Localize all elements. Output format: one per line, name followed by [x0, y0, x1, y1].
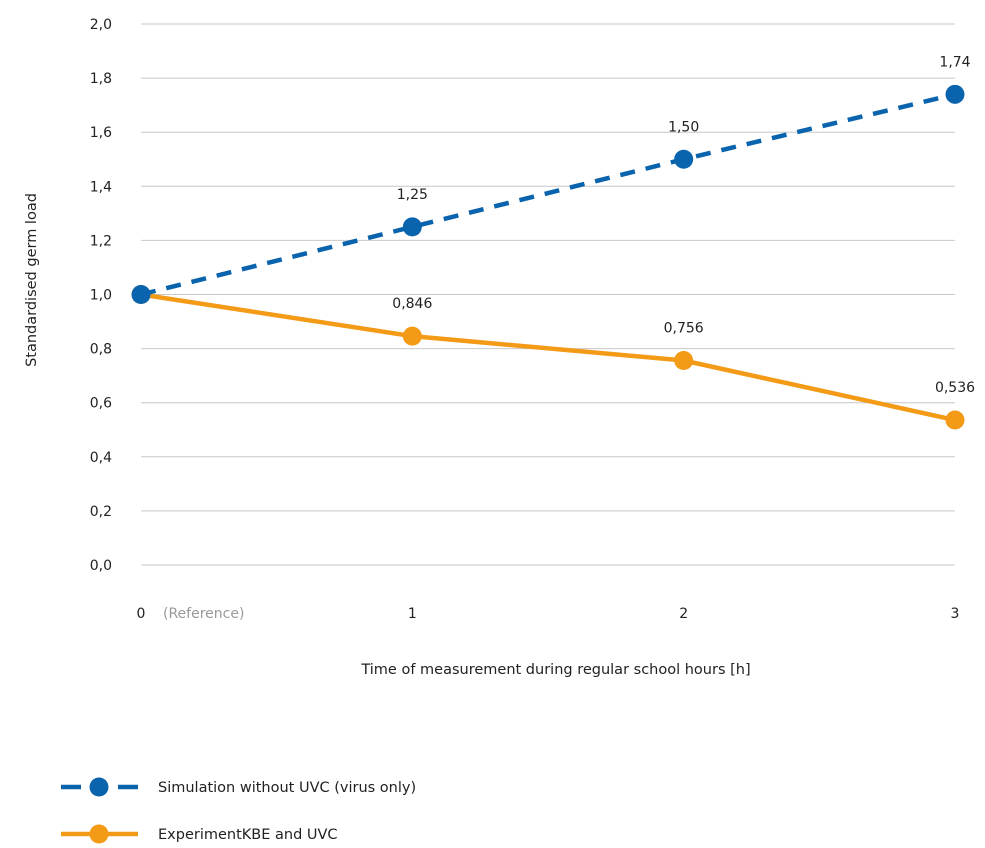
data-point — [945, 84, 965, 104]
y-axis-title: Standardised germ load — [24, 193, 40, 367]
series-line — [140, 92, 956, 297]
data-point — [674, 351, 694, 371]
series-experiment: 0,846 0,756 0,536 — [131, 285, 975, 430]
x-tick-label: 0 — [137, 606, 146, 622]
series-line — [140, 292, 956, 423]
y-tick-label: 0,8 — [90, 342, 112, 358]
data-label: 0,536 — [935, 380, 975, 396]
y-tick-label: 1,4 — [90, 179, 112, 195]
y-tick-label: 0,0 — [90, 558, 112, 574]
x-axis-ticks: 0 1 2 3 (Reference) — [137, 606, 960, 622]
data-point — [402, 217, 422, 237]
y-axis-ticks: 0,0 0,2 0,4 0,6 0,8 1,0 1,2 1,4 1,6 1,8 2,0 — [90, 17, 112, 574]
y-tick-label: 1,8 — [90, 71, 112, 87]
x-tick-label: 1 — [408, 606, 417, 622]
data-label: 1,25 — [397, 187, 428, 203]
legend-label: Simulation without UVC (virus only) — [158, 780, 416, 796]
series-layer: 0,846 0,756 0,536 1,25 1,50 1,74 — [131, 54, 975, 430]
data-label: 0,846 — [392, 296, 432, 312]
x-tick-label: 2 — [679, 606, 688, 622]
legend-item-simulation: Simulation without UVC (virus only) — [61, 777, 416, 797]
data-point — [131, 285, 151, 304]
legend-marker — [89, 824, 109, 844]
data-label: 1,74 — [939, 54, 970, 70]
legend-label: ExperimentKBE and UVC — [158, 827, 338, 843]
legend-item-experiment: ExperimentKBE and UVC — [61, 824, 338, 844]
y-tick-label: 1,2 — [90, 233, 112, 249]
series-simulation: 1,25 1,50 1,74 — [131, 54, 971, 304]
y-tick-label: 0,4 — [90, 450, 112, 466]
x-tick-note: (Reference) — [163, 606, 244, 622]
x-axis-title: Time of measurement during regular schoo… — [360, 662, 750, 678]
y-tick-label: 2,0 — [90, 17, 112, 33]
y-tick-label: 1,0 — [90, 288, 112, 304]
data-point — [945, 410, 965, 430]
data-label: 1,50 — [668, 119, 699, 135]
y-tick-label: 1,6 — [90, 125, 112, 141]
data-point — [674, 149, 694, 169]
y-tick-label: 0,2 — [90, 504, 112, 520]
data-point — [402, 326, 422, 346]
y-tick-label: 0,6 — [90, 396, 112, 412]
gridlines — [141, 23, 955, 566]
data-label: 0,756 — [664, 321, 704, 337]
legend: Simulation without UVC (virus only) Exper… — [61, 777, 416, 844]
x-tick-label: 3 — [951, 606, 960, 622]
legend-marker — [89, 777, 109, 797]
